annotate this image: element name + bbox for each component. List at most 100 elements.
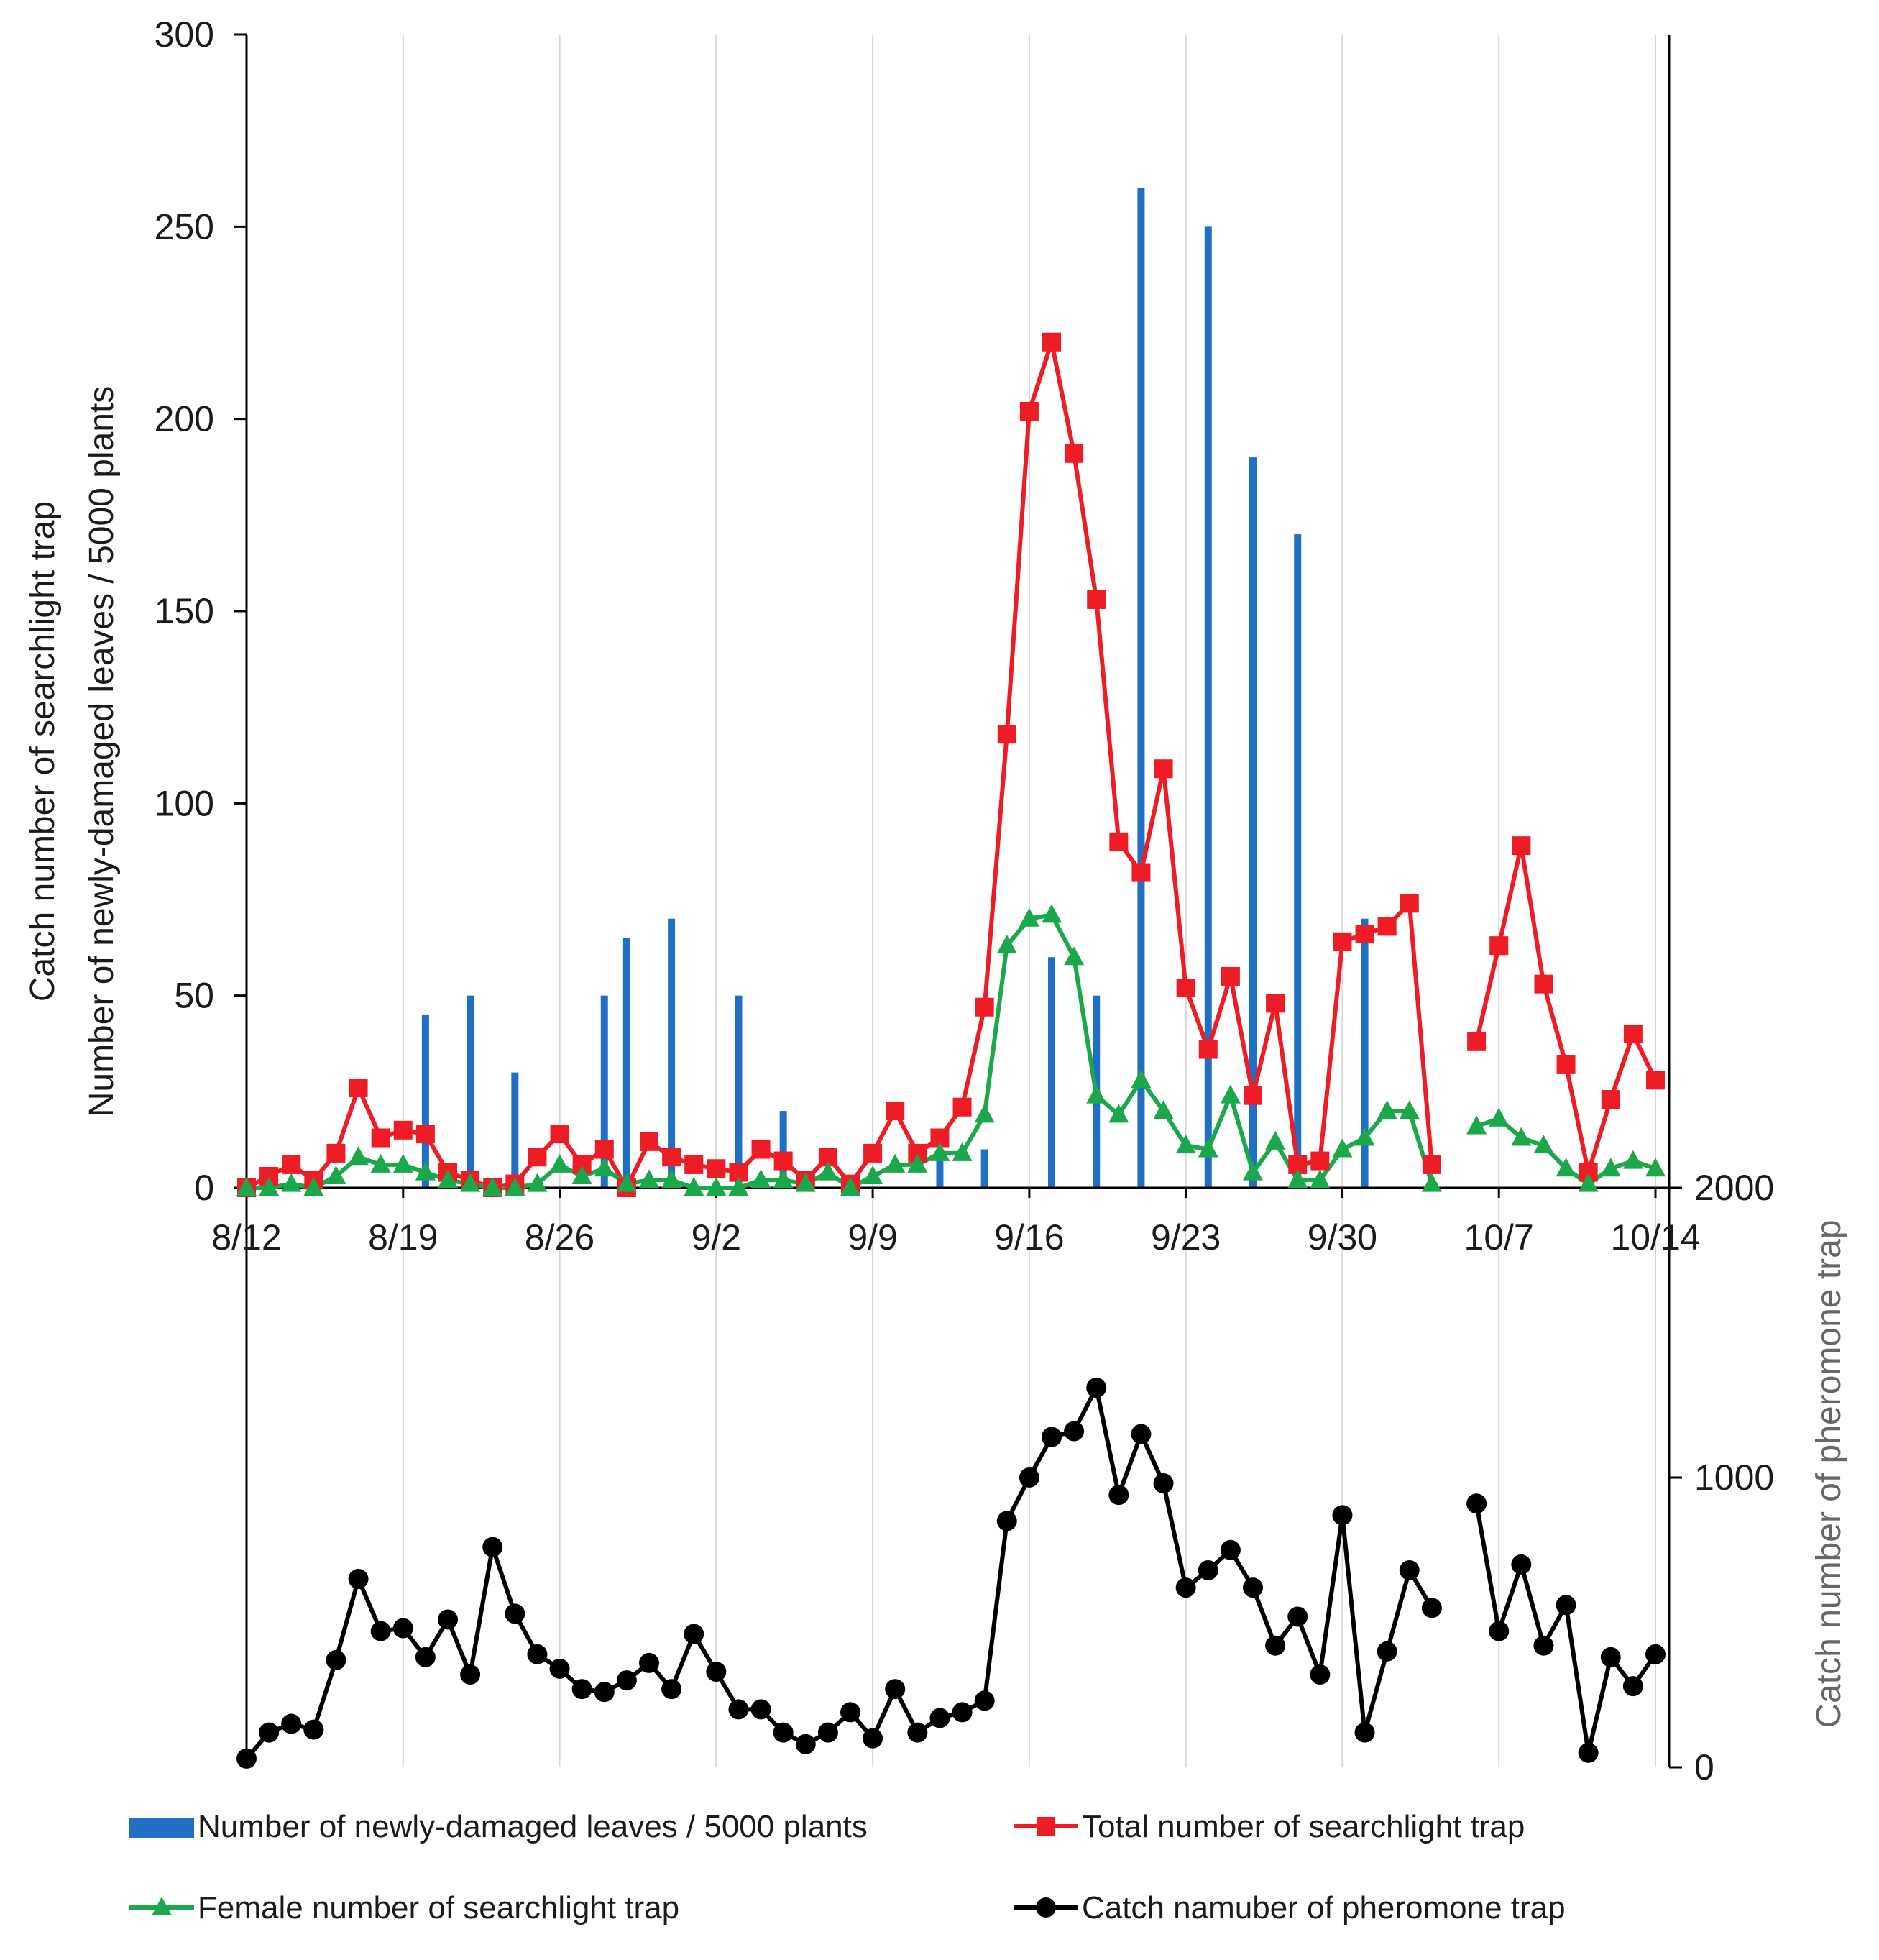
pheromone-point-day-4 <box>326 1649 346 1670</box>
female-point-day-26 <box>817 1161 838 1181</box>
pheromone-point-day-36 <box>1042 1427 1062 1447</box>
pheromone-point-day-10 <box>460 1664 481 1685</box>
pheromone-point-day-59 <box>1556 1595 1576 1616</box>
xtick-label-8/19: 8/19 <box>368 1217 438 1258</box>
pheromone-point-day-47 <box>1287 1606 1308 1627</box>
bar-day-24 <box>779 1111 787 1188</box>
y-axis-label-left-line1: Catch number of searchlight trap <box>24 501 62 1002</box>
total-point-day-21 <box>707 1159 726 1178</box>
bar-day-31 <box>936 1149 944 1188</box>
total-point-day-56 <box>1489 936 1509 956</box>
left-ytick-label-150: 150 <box>155 591 214 631</box>
xtick-label-8/26: 8/26 <box>525 1217 594 1258</box>
pheromone-point-day-21 <box>706 1662 727 1682</box>
pheromone-point-day-9 <box>438 1609 458 1630</box>
female-point-day-62 <box>1622 1150 1643 1169</box>
total-point-day-2 <box>282 1155 301 1174</box>
pheromone-point-day-1 <box>259 1722 280 1743</box>
left-ytick-label-100: 100 <box>155 783 214 823</box>
pheromone-point-day-39 <box>1108 1485 1129 1506</box>
female-point-day-16 <box>594 1158 615 1177</box>
right-ytick-label-1000: 1000 <box>1694 1457 1774 1498</box>
pheromone-point-day-63 <box>1645 1644 1666 1664</box>
total-point-day-49 <box>1333 932 1352 951</box>
female-point-day-11 <box>482 1177 503 1196</box>
total-point-day-35 <box>1019 401 1039 421</box>
total-point-day-51 <box>1377 917 1397 936</box>
xtick-label-9/2: 9/2 <box>692 1217 742 1258</box>
total-point-day-52 <box>1400 894 1419 913</box>
legend: Number of newly-damaged leaves / 5000 pl… <box>129 1809 1566 1925</box>
pheromone-point-day-2 <box>281 1713 302 1734</box>
vertical-gridlines <box>402 35 1656 1767</box>
female-point-day-30 <box>907 1153 928 1173</box>
left-ytick-label-300: 300 <box>155 14 214 55</box>
female-point-day-51 <box>1377 1100 1397 1119</box>
pheromone-point-day-32 <box>952 1702 973 1723</box>
female-point-day-34 <box>996 935 1017 954</box>
pheromone-point-day-13 <box>527 1644 548 1664</box>
female-point-day-10 <box>460 1173 481 1192</box>
pheromone-point-day-42 <box>1175 1577 1196 1598</box>
female-point-day-17 <box>616 1173 637 1192</box>
y-axis-label-left-line2: Number of newly-damaged leaves / 5000 pl… <box>83 386 121 1117</box>
xtick-label-9/16: 9/16 <box>994 1217 1064 1258</box>
bar-day-16 <box>600 995 608 1188</box>
pheromone-point-day-33 <box>974 1690 995 1711</box>
bar-day-50 <box>1361 918 1369 1188</box>
female-point-day-1 <box>259 1177 280 1196</box>
female-point-day-21 <box>706 1177 727 1196</box>
total-point-day-33 <box>975 997 994 1017</box>
total-point-day-40 <box>1131 863 1151 882</box>
total-point-day-48 <box>1310 1151 1330 1171</box>
total-point-day-62 <box>1623 1025 1643 1044</box>
pheromone-point-day-56 <box>1489 1621 1510 1641</box>
pheromone-point-day-26 <box>817 1722 838 1743</box>
total-point-day-42 <box>1176 978 1195 997</box>
pheromone-point-day-17 <box>616 1670 637 1691</box>
female-point-day-29 <box>885 1153 906 1173</box>
total-point-day-34 <box>997 725 1016 744</box>
female-point-day-36 <box>1042 904 1062 923</box>
total-point-day-53 <box>1422 1155 1441 1174</box>
pheromone-point-day-34 <box>996 1511 1017 1531</box>
female-point-day-0 <box>236 1177 257 1196</box>
left-ytick-label-250: 250 <box>155 206 214 247</box>
pheromone-point-day-31 <box>929 1708 950 1728</box>
pheromone-point-day-45 <box>1243 1577 1263 1598</box>
pheromone-point-day-29 <box>885 1679 906 1700</box>
female-point-day-19 <box>661 1169 682 1189</box>
pheromone-point-day-61 <box>1600 1647 1621 1667</box>
pheromone-point-day-0 <box>236 1748 257 1769</box>
total-point-day-41 <box>1154 759 1173 779</box>
female-point-day-41 <box>1153 1100 1174 1119</box>
total-point-day-16 <box>594 1140 614 1159</box>
total-point-day-45 <box>1244 1086 1262 1105</box>
pheromone-point-day-58 <box>1533 1635 1554 1656</box>
legend-swatch-marker-1 <box>1037 1817 1055 1836</box>
pheromone-point-day-3 <box>303 1719 324 1740</box>
pheromone-point-day-52 <box>1399 1560 1420 1580</box>
bar-day-40 <box>1137 188 1145 1188</box>
female-point-day-32 <box>952 1142 973 1161</box>
female-point-day-35 <box>1019 907 1039 927</box>
total-point-day-59 <box>1556 1055 1576 1074</box>
female-point-day-25 <box>795 1173 816 1192</box>
pheromone-point-day-50 <box>1354 1722 1375 1743</box>
bar-day-22 <box>735 995 743 1188</box>
pheromone-point-day-53 <box>1421 1598 1442 1618</box>
female-point-day-49 <box>1332 1138 1353 1158</box>
female-point-day-42 <box>1175 1135 1196 1154</box>
pheromone-point-day-37 <box>1064 1421 1085 1442</box>
left-ytick-label-50: 50 <box>174 976 214 1016</box>
y-axis-label-right: Catch number of pheromone trap <box>1810 1219 1848 1728</box>
pheromone-point-day-55 <box>1466 1493 1487 1514</box>
bar-day-45 <box>1249 457 1257 1188</box>
pheromone-point-day-7 <box>392 1618 413 1639</box>
total-point-day-61 <box>1601 1090 1620 1109</box>
female-point-day-8 <box>415 1161 436 1181</box>
total-point-day-19 <box>662 1148 681 1167</box>
pheromone-point-day-40 <box>1131 1424 1152 1444</box>
total-point-day-24 <box>773 1151 793 1171</box>
pheromone-point-day-57 <box>1511 1554 1532 1575</box>
